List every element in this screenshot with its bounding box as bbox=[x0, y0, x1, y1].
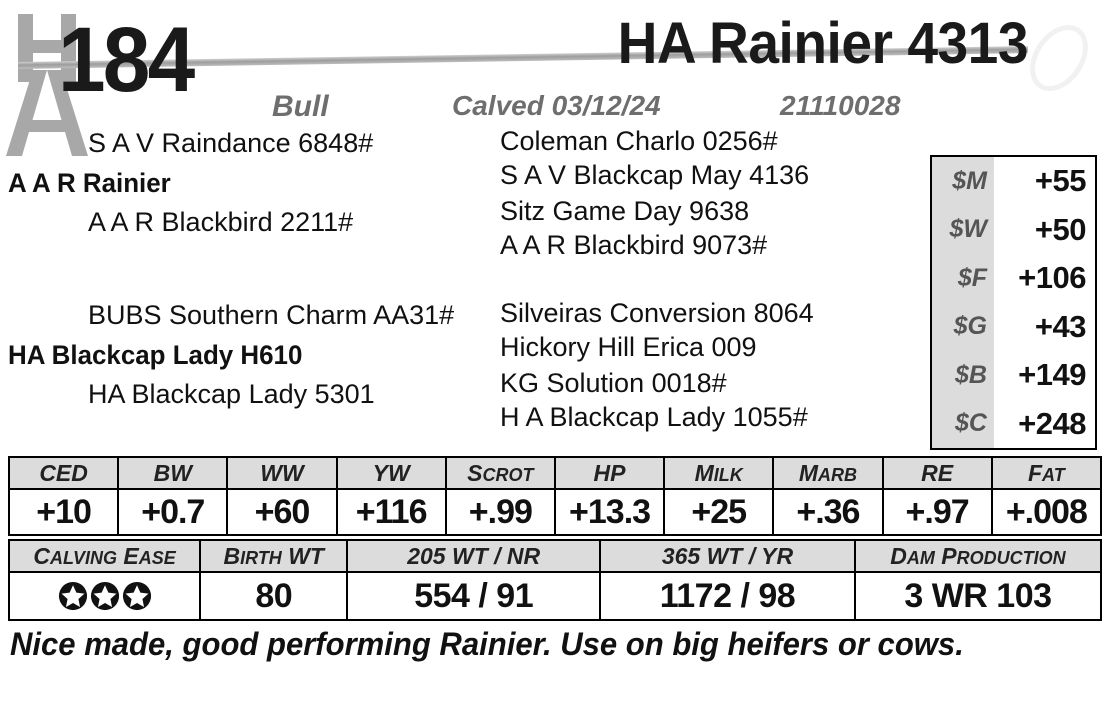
index-value: +43 bbox=[1034, 308, 1087, 344]
lot-number: 184 bbox=[58, 9, 195, 111]
perf-value-calving-ease bbox=[7, 571, 202, 621]
epd-value-fat: +.008 bbox=[990, 488, 1103, 536]
lot-comment: Nice made, good performing Rainier. Use … bbox=[10, 626, 964, 662]
index-value: +55 bbox=[1034, 163, 1087, 199]
epd-value-milk: +25 bbox=[663, 488, 775, 536]
index-label: $B bbox=[932, 351, 994, 400]
dam-grandsire: BUBS Southern Charm AA31# bbox=[88, 300, 455, 330]
sire-grandsire: S A V Raindance 6848# bbox=[88, 128, 374, 158]
epd-header-hp: HP bbox=[553, 456, 666, 490]
star-icon bbox=[58, 581, 87, 611]
epd-header-fat: FAT bbox=[990, 456, 1103, 490]
perf-header-calving-ease: CALVING EASE bbox=[7, 539, 202, 573]
dam-great-grandparent-4: H A Blackcap Lady 1055# bbox=[500, 402, 808, 432]
dam-granddam: HA Blackcap Lady 5301 bbox=[88, 379, 375, 409]
index-row: $C +248 bbox=[932, 399, 1095, 448]
performance-value-row: 80 554 / 91 1172 / 98 3 WR 103 bbox=[7, 571, 1103, 621]
epd-table: CED BW WW YW SCROT HP MILK MARB RE FAT +… bbox=[7, 456, 1103, 536]
star-icon bbox=[122, 581, 151, 611]
index-row: $B +149 bbox=[932, 351, 1095, 400]
index-value: +248 bbox=[1018, 405, 1086, 441]
animal-name-title: HA Rainier 4313 bbox=[617, 11, 1029, 76]
branding-iron-handle-icon bbox=[1018, 14, 1100, 102]
epd-header-re: RE bbox=[881, 456, 993, 490]
epd-value-row: +10 +0.7 +60 +116 +.99 +13.3 +25 +.36 +.… bbox=[7, 488, 1103, 536]
perf-value-365-wt-yr: 1172 / 98 bbox=[599, 571, 856, 621]
epd-value-re: +.97 bbox=[881, 488, 993, 536]
index-row: $F +106 bbox=[932, 254, 1095, 303]
registration-number: 21110028 bbox=[780, 90, 901, 121]
calving-ease-star-rating bbox=[10, 581, 199, 611]
pedigree-panel: S A V Raindance 6848# A A R Rainier A A … bbox=[0, 126, 930, 450]
index-row: $W +50 bbox=[932, 205, 1095, 254]
epd-header-yw: YW bbox=[335, 456, 447, 490]
perf-value-birth-wt: 80 bbox=[199, 571, 349, 621]
sire-granddam: A A R Blackbird 2211# bbox=[88, 207, 354, 237]
index-label: $F bbox=[932, 254, 994, 303]
dam-name: HA Blackcap Lady H610 bbox=[8, 340, 303, 370]
dam-great-grandparent-1: Silveiras Conversion 8064 bbox=[500, 298, 814, 328]
epd-value-ced: +10 bbox=[7, 488, 120, 536]
performance-table: CALVING EASE BIRTH WT 205 WT / NR 365 WT… bbox=[7, 539, 1103, 621]
perf-header-365-wt-yr: 365 WT / YR bbox=[599, 539, 856, 573]
perf-header-205-wt-nr: 205 WT / NR bbox=[346, 539, 602, 573]
calved-date: Calved 03/12/24 bbox=[452, 90, 661, 121]
epd-value-bw: +0.7 bbox=[117, 488, 229, 536]
epd-value-marb: +.36 bbox=[772, 488, 884, 536]
perf-value-dam-production: 3 WR 103 bbox=[853, 571, 1103, 621]
epd-header-milk: MILK bbox=[663, 456, 775, 490]
epd-header-marb: MARB bbox=[772, 456, 884, 490]
index-value: +50 bbox=[1034, 211, 1087, 247]
star-icon bbox=[90, 581, 119, 611]
epd-value-scrot: +.99 bbox=[444, 488, 556, 536]
sire-great-grandparent-4: A A R Blackbird 9073# bbox=[500, 230, 768, 260]
epd-header-ww: WW bbox=[226, 456, 338, 490]
index-label: $C bbox=[932, 399, 994, 448]
index-row: $M +55 bbox=[932, 157, 1095, 206]
dam-great-grandparent-3: KG Solution 0018# bbox=[500, 368, 727, 398]
index-label: $G bbox=[932, 302, 994, 351]
dam-great-grandparent-2: Hickory Hill Erica 009 bbox=[500, 332, 757, 362]
epd-value-ww: +60 bbox=[226, 488, 338, 536]
epd-header-row: CED BW WW YW SCROT HP MILK MARB RE FAT bbox=[7, 456, 1103, 490]
epd-header-scrot: SCROT bbox=[444, 456, 556, 490]
sire-great-grandparent-2: S A V Blackcap May 4136 bbox=[500, 160, 810, 190]
index-label: $W bbox=[932, 205, 994, 254]
performance-header-row: CALVING EASE BIRTH WT 205 WT / NR 365 WT… bbox=[7, 539, 1103, 573]
perf-header-dam-production: DAM PRODUCTION bbox=[853, 539, 1103, 573]
index-label: $M bbox=[932, 157, 994, 206]
sire-name: A A R Rainier bbox=[8, 168, 171, 198]
perf-header-birth-wt: BIRTH WT bbox=[199, 539, 349, 573]
index-value: +106 bbox=[1018, 260, 1086, 296]
animal-sex: Bull bbox=[272, 90, 329, 123]
sire-great-grandparent-1: Coleman Charlo 0256# bbox=[500, 126, 778, 156]
epd-header-bw: BW bbox=[117, 456, 229, 490]
dollar-value-index-box: $M +55 $W +50 $F +106 $G +43 $B +149 $C … bbox=[930, 155, 1097, 450]
epd-header-ced: CED bbox=[7, 456, 120, 490]
perf-value-205-wt-nr: 554 / 91 bbox=[346, 571, 602, 621]
sire-great-grandparent-3: Sitz Game Day 9638 bbox=[500, 196, 750, 226]
index-row: $G +43 bbox=[932, 302, 1095, 351]
index-value: +149 bbox=[1018, 357, 1086, 393]
epd-value-yw: +116 bbox=[335, 488, 447, 536]
epd-value-hp: +13.3 bbox=[553, 488, 666, 536]
